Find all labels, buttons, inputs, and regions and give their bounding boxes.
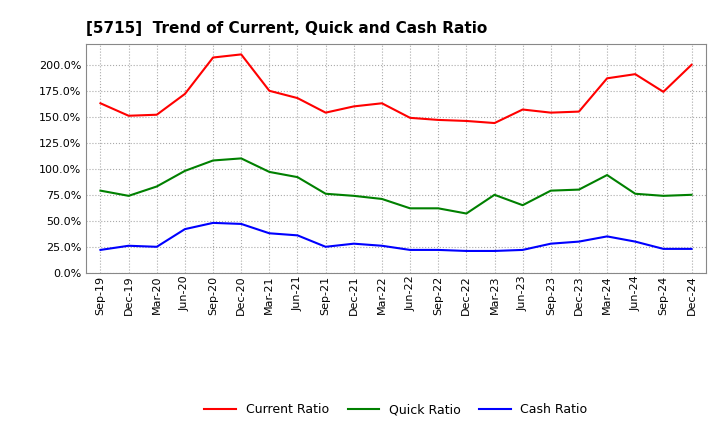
Quick Ratio <box>659 193 667 198</box>
Current Ratio <box>631 72 639 77</box>
Cash Ratio <box>575 239 583 244</box>
Quick Ratio <box>518 202 527 208</box>
Current Ratio <box>546 110 555 115</box>
Quick Ratio <box>377 196 386 202</box>
Current Ratio <box>659 89 667 95</box>
Quick Ratio <box>546 188 555 193</box>
Cash Ratio <box>96 247 105 253</box>
Current Ratio <box>518 107 527 112</box>
Cash Ratio <box>349 241 358 246</box>
Quick Ratio <box>631 191 639 196</box>
Current Ratio <box>490 121 499 126</box>
Quick Ratio <box>125 193 133 198</box>
Quick Ratio <box>265 169 274 175</box>
Line: Cash Ratio: Cash Ratio <box>101 223 691 251</box>
Quick Ratio <box>434 205 443 211</box>
Cash Ratio <box>603 234 611 239</box>
Current Ratio <box>293 95 302 101</box>
Current Ratio <box>349 104 358 109</box>
Quick Ratio <box>237 156 246 161</box>
Quick Ratio <box>603 172 611 178</box>
Cash Ratio <box>293 233 302 238</box>
Cash Ratio <box>153 244 161 249</box>
Quick Ratio <box>406 205 415 211</box>
Quick Ratio <box>96 188 105 193</box>
Cash Ratio <box>237 221 246 227</box>
Cash Ratio <box>687 246 696 252</box>
Current Ratio <box>181 91 189 96</box>
Cash Ratio <box>631 239 639 244</box>
Cash Ratio <box>265 231 274 236</box>
Cash Ratio <box>546 241 555 246</box>
Current Ratio <box>153 112 161 117</box>
Cash Ratio <box>518 247 527 253</box>
Quick Ratio <box>153 184 161 189</box>
Current Ratio <box>377 101 386 106</box>
Quick Ratio <box>575 187 583 192</box>
Cash Ratio <box>462 248 471 253</box>
Quick Ratio <box>293 175 302 180</box>
Current Ratio <box>209 55 217 60</box>
Cash Ratio <box>125 243 133 249</box>
Current Ratio <box>321 110 330 115</box>
Current Ratio <box>96 101 105 106</box>
Quick Ratio <box>687 192 696 198</box>
Quick Ratio <box>321 191 330 196</box>
Quick Ratio <box>490 192 499 198</box>
Current Ratio <box>434 117 443 123</box>
Quick Ratio <box>349 193 358 198</box>
Quick Ratio <box>181 168 189 173</box>
Cash Ratio <box>377 243 386 249</box>
Cash Ratio <box>490 248 499 253</box>
Cash Ratio <box>321 244 330 249</box>
Current Ratio <box>265 88 274 93</box>
Current Ratio <box>406 115 415 121</box>
Current Ratio <box>575 109 583 114</box>
Cash Ratio <box>434 247 443 253</box>
Cash Ratio <box>209 220 217 226</box>
Current Ratio <box>462 118 471 124</box>
Legend: Current Ratio, Quick Ratio, Cash Ratio: Current Ratio, Quick Ratio, Cash Ratio <box>199 398 593 421</box>
Cash Ratio <box>659 246 667 252</box>
Current Ratio <box>125 113 133 118</box>
Quick Ratio <box>209 158 217 163</box>
Current Ratio <box>603 76 611 81</box>
Cash Ratio <box>406 247 415 253</box>
Line: Quick Ratio: Quick Ratio <box>101 158 691 213</box>
Quick Ratio <box>462 211 471 216</box>
Text: [5715]  Trend of Current, Quick and Cash Ratio: [5715] Trend of Current, Quick and Cash … <box>86 21 487 36</box>
Current Ratio <box>687 62 696 67</box>
Current Ratio <box>237 52 246 57</box>
Cash Ratio <box>181 227 189 232</box>
Line: Current Ratio: Current Ratio <box>101 55 691 123</box>
